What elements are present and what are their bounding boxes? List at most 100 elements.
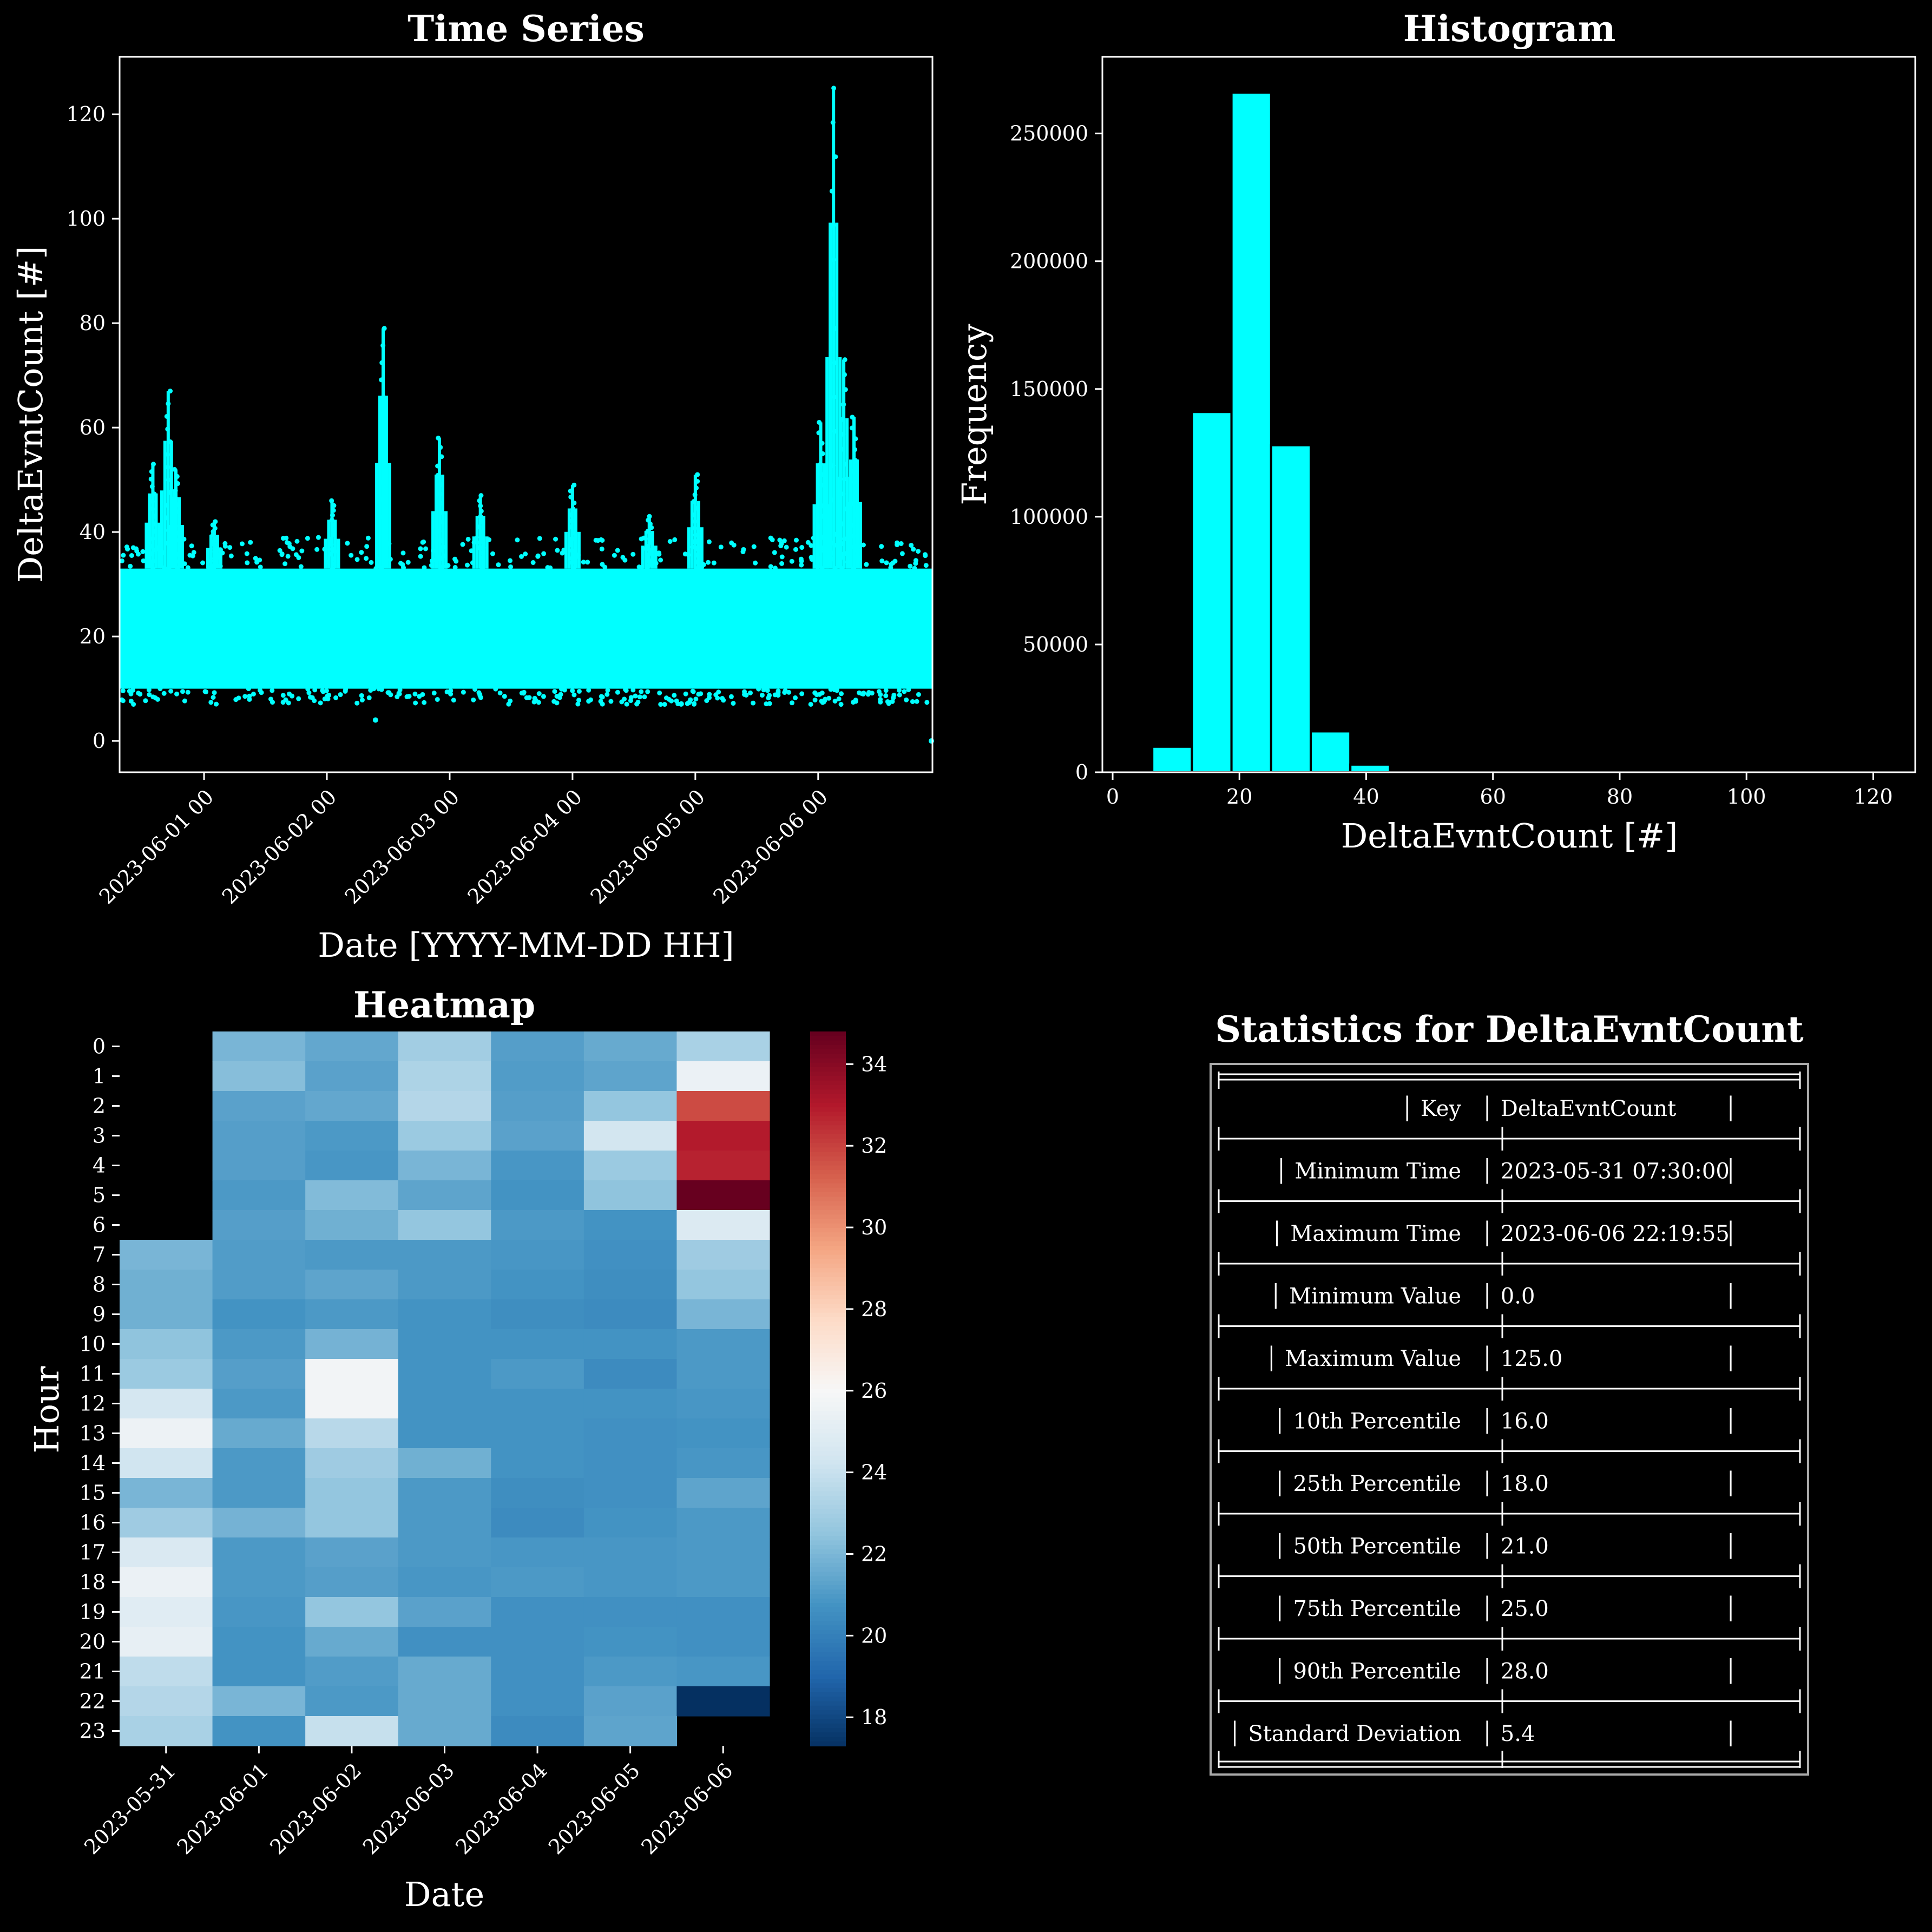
heatmap-cell [398,1210,491,1240]
time-series-point [478,540,483,545]
time-series-point [479,561,485,566]
time-series-point [615,689,620,695]
time-series-point [909,543,914,548]
time-series-point [695,472,700,477]
time-series-point [586,699,592,704]
heatmap-cell [491,1329,584,1359]
heatmap-cell [676,1389,770,1419]
time-series-point [149,499,155,504]
colorbar-segment [810,1527,846,1532]
colorbar-segment [810,1254,846,1260]
heatmap-cell [305,1567,399,1598]
heatmap-colorbar: 18 20 22 24 26 28 30 32 34 [810,1031,887,1746]
heatmap-cell [583,1627,678,1657]
colorbar-segment [810,1192,846,1198]
time-series-point [331,508,336,513]
time-series-point [799,558,804,564]
heatmap-cell [120,1329,213,1359]
colorbar-segment [810,1532,846,1537]
time-series-point [842,462,847,467]
table-row: │ 10th Percentile │ 16.0 │ [1218,1408,1801,1463]
colorbar-segment [810,1572,846,1577]
time-series-point [860,692,866,697]
colorbar-segment [810,1504,846,1510]
time-series-point [832,687,837,693]
heatmap-cell [676,1627,770,1657]
heatmap-ytick-label: 8 [93,1273,106,1297]
heatmap-title: Heatmap [353,984,535,1026]
time-series-point [706,539,712,544]
time-series-point [354,700,360,706]
time-series-point [902,689,907,694]
heatmap-cell [120,1270,213,1300]
histogram-title: Histogram [1403,8,1616,50]
time-series-point [600,701,605,707]
time-series-point [438,482,444,488]
time-series-point [633,693,638,699]
heatmap-cell [583,1389,678,1419]
table-row-key: │ 10th Percentile [1273,1408,1461,1434]
colorbar-segment [810,1237,846,1242]
time-series-point [435,472,441,478]
time-series-point [437,556,442,562]
time-series-point [898,541,904,546]
colorbar-segment [810,1348,846,1353]
histogram-plot-area [1151,91,1907,774]
time-series-point [438,501,444,506]
time-series-point [916,549,921,554]
time-series-point [635,699,641,705]
histogram-xtick-label: 80 [1607,785,1633,809]
time-series-point [381,531,386,537]
time-series-point [120,688,126,693]
time-series-point [253,556,258,561]
time-series-point [359,550,364,555]
heatmap-cell [120,1627,213,1657]
time-series-point [819,566,825,571]
time-series-point [423,546,429,551]
colorbar-segment [810,1683,846,1688]
heatmap-cell [491,1240,584,1270]
colorbar-segment [810,1714,846,1720]
time-series-point [227,545,233,550]
time-series-point [829,188,834,194]
heatmap-cell [491,1627,584,1657]
table-row-end: │ [1724,1095,1737,1121]
table-row-end: │ [1724,1408,1737,1434]
heatmap-cell [583,1270,678,1300]
time-series-point [820,451,825,456]
statistics-panel: Statistics for DeltaEvntCount │ Key │ Del… [1210,1008,1809,1776]
statistics-frame [1210,1063,1809,1776]
time-series-point [318,700,323,706]
time-series-point [816,430,822,436]
heatmap-cell [305,1537,399,1568]
colorbar-tick-label: 24 [861,1461,887,1484]
time-series-point [576,698,582,703]
time-series-point [883,693,889,699]
heatmap-cell [676,1508,770,1538]
colorbar-segment [810,1420,846,1425]
heatmap-cell [212,1567,306,1598]
histogram-bar [1191,411,1233,773]
colorbar-segment [810,1156,846,1162]
time-series-point [568,512,573,517]
colorbar-segment [810,1268,846,1273]
time-series-point [173,523,178,529]
time-series-point [185,565,190,570]
colorbar-segment [810,1250,846,1256]
heatmap-cell [676,1537,770,1568]
time-series-point [277,548,282,553]
heatmap-cell [491,1151,584,1181]
time-series-point [146,687,152,693]
time-series-point [906,687,911,692]
colorbar-segment [810,1143,846,1148]
time-series-point [647,540,653,545]
time-series-point [508,564,514,569]
time-series-point [557,695,562,700]
colorbar-segment [810,1514,846,1519]
colorbar-segment [810,1719,846,1724]
time-series-point [149,551,155,556]
time-series-point [157,686,163,692]
time-series-point [502,694,507,699]
time-series-point [448,691,454,696]
time-series-point [180,689,186,694]
